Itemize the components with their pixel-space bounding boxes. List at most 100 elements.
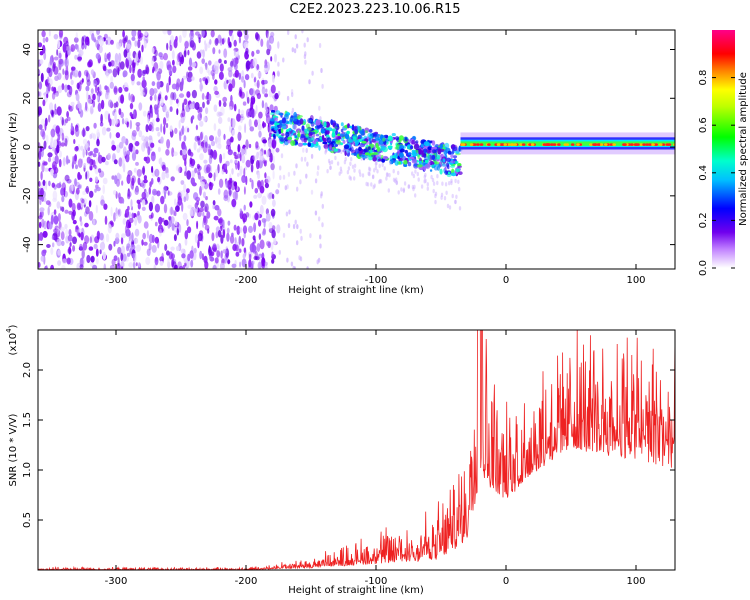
heatmap-cell [196,51,202,59]
heatmap-cell [342,139,346,144]
heatmap-cell [308,79,311,85]
heatmap-cell [596,143,601,146]
heatmap-cell [102,251,107,261]
heatmap-cell [349,161,352,166]
spectrogram-frame [37,29,676,270]
heatmap-cell [448,181,451,186]
heatmap-cell [623,143,627,146]
heatmap-cell [378,179,381,185]
heatmap-cell [47,206,50,216]
heatmap-cell [340,142,344,146]
heatmap-cell [651,143,655,146]
heatmap-cell [46,93,49,99]
heatmap-cell [123,49,128,58]
heatmap-cell [47,157,52,163]
heatmap-cell [61,240,65,246]
heatmap-cell [240,76,245,83]
heatmap-cell [150,142,155,148]
heatmap-cell [353,176,356,181]
heatmap-cell [81,198,85,204]
heatmap-cell [259,154,264,162]
heatmap-cell [346,149,349,154]
heatmap-cell [521,143,526,146]
heatmap-cell [609,143,614,146]
heatmap-cell [379,179,383,184]
heatmap-cell [41,218,45,228]
heatmap-cell [201,58,205,64]
heatmap-cell [81,249,85,259]
heatmap-cell [213,123,217,131]
heatmap-cell [303,54,307,60]
heatmap-cell [447,150,452,155]
heatmap-cell [270,112,275,116]
heatmap-cell [158,94,161,100]
heatmap-cell [114,111,117,122]
heatmap-cell [72,104,74,110]
heatmap-cell [120,236,124,245]
heatmap-cell [57,260,62,266]
heatmap-cell [40,171,43,181]
heatmap-cell [93,147,99,154]
heatmap-cell [385,172,389,177]
heatmap-cell [183,50,187,58]
heatmap-cell [427,154,430,161]
heatmap-cell [665,143,670,146]
heatmap-cell [359,130,362,134]
heatmap-cell [398,157,401,162]
heatmap-cell [187,204,193,209]
heatmap-cell [98,151,101,158]
heatmap-cell [203,116,207,122]
heatmap-cell [92,153,97,158]
heatmap-cell [441,181,444,186]
heatmap-cell [250,108,256,118]
heatmap-cell [294,219,297,225]
heatmap-cell [271,258,275,264]
heatmap-cell [174,220,178,227]
heatmap-cell [237,172,240,177]
heatmap-cell [412,173,416,179]
heatmap-cell [269,44,272,52]
heatmap-cell [361,140,367,144]
heatmap-cell [50,168,54,175]
heatmap-cell [87,98,93,105]
heatmap-cell [113,85,118,96]
heatmap-cell [175,165,179,172]
heatmap-cell [430,174,433,180]
heatmap-cell [455,168,460,173]
heatmap-cell [291,107,295,113]
heatmap-cell [350,157,353,162]
heatmap-cell [223,189,229,199]
heatmap-cell [151,81,156,87]
heatmap-cell [318,132,322,136]
heatmap-cell [248,143,252,149]
heatmap-cell [291,47,294,53]
heatmap-cell [84,235,90,244]
heatmap-cell [218,49,221,54]
heatmap-cell [448,205,452,210]
heatmap-cell [417,177,420,182]
heatmap-cell [351,164,355,169]
heatmap-cell [229,159,233,164]
heatmap-cell [159,228,162,237]
heatmap-cell [251,244,257,253]
heatmap-cell [374,165,378,171]
heatmap-cell [118,61,121,72]
heatmap-cell [407,184,410,189]
snr-multiplier: (x104) [5,324,19,355]
heatmap-cell [645,143,649,146]
heatmap-cell [130,73,135,82]
heatmap-cell [306,37,309,43]
heatmap-cell [343,160,347,165]
heatmap-cell [136,199,141,204]
heatmap-cell [436,154,441,160]
heatmap-cell [444,170,449,176]
heatmap-cell [218,116,223,124]
heatmap-cell [557,143,561,146]
heatmap-cell [154,168,160,177]
heatmap-cell [108,61,112,67]
heatmap-cell [402,188,405,194]
heatmap-cell [431,149,437,154]
heatmap-cell [487,143,491,146]
heatmap-cell [269,118,276,122]
heatmap-cell [320,128,325,134]
